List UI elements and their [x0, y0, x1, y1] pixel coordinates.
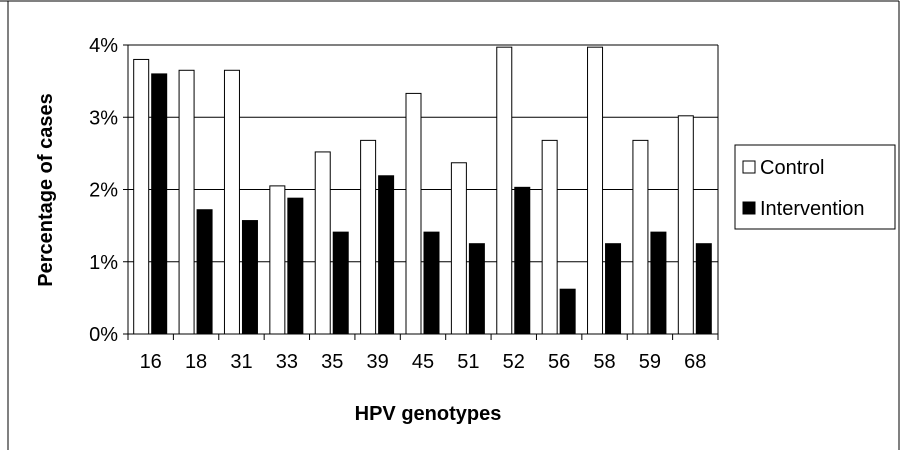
tick-labels: 0% 1% 2% 3% 4% 16 18 31 33 35 39 45 51 52 56 58 59 68	[89, 35, 706, 373]
bar-intervention-33	[287, 197, 304, 335]
y-axis-title: Percentage of cases	[35, 93, 57, 286]
legend-label-control: Control	[760, 157, 824, 179]
x-tick-label: 35	[321, 351, 343, 373]
legend-swatch-control	[742, 160, 756, 174]
bar-intervention-18	[196, 209, 213, 335]
bar-control-16	[133, 58, 150, 335]
y-tick-label: 4%	[89, 35, 118, 57]
bar-intervention-51	[468, 243, 485, 335]
bar-control-68	[677, 115, 694, 335]
gridlines	[128, 44, 718, 263]
x-tick-label: 45	[412, 351, 434, 373]
bar-intervention-56	[559, 288, 576, 335]
x-tick-label: 51	[457, 351, 479, 373]
y-tick-label: 1%	[89, 252, 118, 274]
bar-control-51	[450, 162, 467, 335]
bar-control-52	[496, 46, 513, 335]
bar-control-56	[541, 139, 558, 335]
x-tick-label: 18	[185, 351, 207, 373]
x-axis-title: HPV genotypes	[355, 403, 502, 425]
x-tick-label: 52	[503, 351, 525, 373]
bar-control-31	[223, 69, 240, 335]
bar-intervention-16	[151, 73, 168, 335]
x-tick-label: 59	[639, 351, 661, 373]
axes	[123, 44, 719, 340]
x-tick-label: 16	[140, 351, 162, 373]
legend: Control Intervention	[734, 144, 896, 230]
bar-control-59	[632, 139, 649, 335]
bar-intervention-52	[514, 186, 531, 335]
bar-intervention-59	[650, 231, 667, 335]
x-tick-label: 56	[548, 351, 570, 373]
bar-intervention-31	[241, 220, 258, 335]
legend-swatch-intervention	[742, 201, 756, 215]
bar-control-35	[314, 151, 331, 335]
x-tick-label: 31	[230, 351, 252, 373]
legend-label-intervention: Intervention	[760, 198, 865, 220]
bar-intervention-68	[695, 243, 712, 335]
bar-control-45	[405, 92, 422, 335]
x-tick-label: 33	[276, 351, 298, 373]
y-tick-label: 3%	[89, 107, 118, 129]
bar-intervention-58	[605, 243, 622, 335]
bar-intervention-35	[332, 231, 349, 335]
x-tick-label: 68	[684, 351, 706, 373]
x-tick-label: 39	[366, 351, 388, 373]
bar-control-58	[587, 46, 604, 335]
bar-control-33	[269, 185, 286, 335]
bar-intervention-39	[378, 175, 395, 335]
y-tick-label: 0%	[89, 324, 118, 346]
bar-control-39	[360, 139, 377, 335]
bar-control-18	[178, 69, 195, 335]
y-tick-label: 2%	[89, 180, 118, 202]
bar-intervention-45	[423, 231, 440, 335]
bars	[133, 46, 712, 335]
x-tick-label: 58	[593, 351, 615, 373]
legend-box	[734, 144, 896, 230]
